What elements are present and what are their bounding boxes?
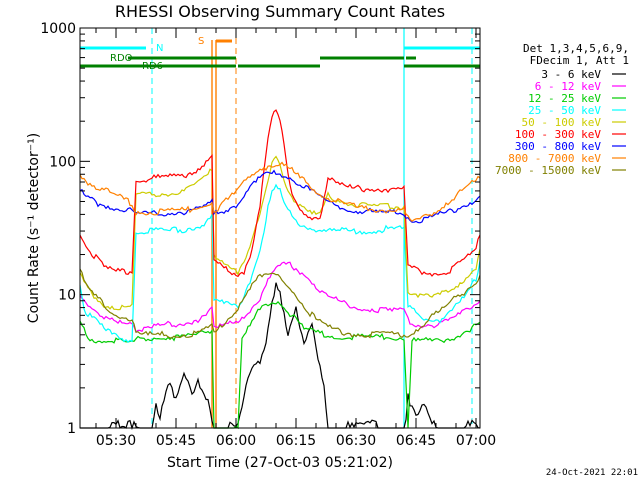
timestamp-label: 24-Oct-2021 22:01 (546, 468, 638, 478)
legend-entry-label: 12 - 25 keV (528, 92, 601, 105)
legend-entry-label: 50 - 100 keV (522, 116, 602, 129)
x-tick-label: 05:30 (96, 433, 136, 449)
legend-entry-label: 25 - 50 keV (528, 104, 601, 117)
plot-area: N RDO RD6 S (79, 28, 481, 431)
x-tick-label: 06:15 (276, 433, 316, 449)
flag-rd6-label: RD6 (142, 61, 163, 72)
legend-entry-label: 800 - 7000 keV (508, 152, 601, 165)
y-tick-label: 10 (58, 288, 76, 304)
flag-n-label: N (156, 43, 163, 54)
legend-entry-label: 7000 - 15000 keV (495, 164, 601, 177)
series-line-7 (79, 169, 481, 224)
plot-frame (79, 27, 481, 429)
legend-entry-label: 6 - 12 keV (535, 80, 602, 93)
x-tick-label: 06:45 (396, 433, 436, 449)
legend-header-line: FDecim 1, Att 1 (530, 54, 629, 67)
series-line-4 (79, 183, 481, 343)
y-tick-label: 1 (67, 421, 76, 437)
series-line-6 (79, 109, 481, 278)
legend-entry-label: 3 - 6 keV (541, 68, 601, 81)
legend: Det 1,3,4,5,6,9,FDecim 1, Att 13 - 6 keV… (495, 42, 629, 177)
x-tick-label: 07:00 (456, 433, 496, 449)
legend-header-line: Det 1,3,4,5,6,9, (523, 42, 629, 55)
legend-entry-label: 100 - 300 keV (515, 128, 601, 141)
x-tick-label: 06:30 (336, 433, 376, 449)
x-axis-label: Start Time (27-Oct-03 05:21:02) (167, 455, 393, 471)
series-line-8 (79, 161, 481, 222)
flag-s-label: S (198, 36, 204, 47)
series-line-2 (79, 261, 481, 334)
y-tick-label: 1000 (40, 21, 76, 37)
series-line-3 (79, 301, 481, 430)
x-tick-label: 06:00 (216, 433, 256, 449)
y-tick-label: 100 (49, 154, 76, 170)
x-tick-label: 05:45 (156, 433, 196, 449)
legend-entry-label: 300 - 800 keV (515, 140, 601, 153)
y-axis-label: Count Rate (s⁻¹ detector⁻¹) (26, 133, 42, 323)
flag-rdo-label: RDO (110, 53, 133, 64)
series-line-9 (79, 268, 481, 339)
chart-title: RHESSI Observing Summary Count Rates (115, 2, 445, 21)
axes: 05:30 05:45 06:00 06:15 06:30 06:45 07:00 1 10 10… (40, 21, 496, 449)
